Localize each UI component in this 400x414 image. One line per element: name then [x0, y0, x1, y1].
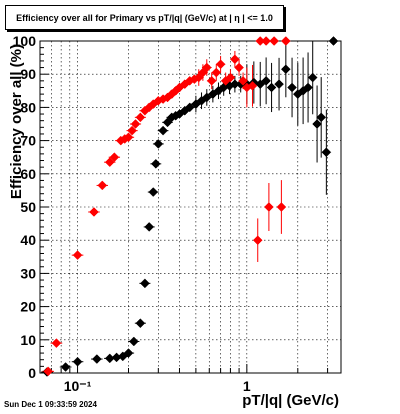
y-tick-label: 70 [20, 133, 36, 149]
data-point [89, 207, 99, 217]
data-point [211, 67, 222, 78]
data-point [303, 82, 313, 93]
y-tick-label: 40 [20, 232, 36, 248]
data-markers [42, 36, 339, 377]
y-tick-label: 10 [20, 332, 36, 348]
data-point [72, 250, 83, 260]
data-point [261, 36, 271, 46]
data-point [135, 318, 146, 329]
data-point [206, 75, 217, 86]
y-tick-label: 30 [20, 265, 36, 281]
y-axis-title: Efficiency over all (%) [8, 44, 25, 199]
data-point [123, 348, 134, 358]
data-point [158, 125, 168, 136]
data-point [225, 72, 236, 83]
data-point [127, 125, 137, 136]
grid [40, 40, 341, 374]
data-point [312, 119, 322, 129]
data-point [328, 36, 339, 46]
data-point [60, 362, 71, 372]
data-point [128, 336, 139, 347]
y-tick-label: 90 [20, 66, 36, 82]
data-point [201, 92, 212, 103]
data-point [274, 79, 284, 90]
data-point [276, 202, 287, 212]
data-point [148, 187, 159, 197]
data-point [150, 158, 161, 169]
x-axis-title: pT/|q| (GeV/c) [242, 392, 339, 409]
timestamp: Sun Dec 1 09:33:59 2024 [4, 400, 97, 409]
data-point [215, 59, 226, 70]
y-tick-label: 100 [13, 33, 37, 49]
data-point [144, 222, 155, 232]
data-point [184, 102, 195, 113]
data-point [140, 278, 150, 289]
y-tick-label: 20 [20, 299, 36, 315]
data-point [252, 235, 263, 246]
data-point [135, 112, 146, 123]
data-point [316, 112, 327, 123]
y-tick-label: 80 [20, 99, 36, 115]
data-point [201, 62, 212, 73]
y-tick-label: 60 [20, 166, 36, 182]
data-point [109, 152, 120, 163]
data-point [234, 62, 244, 73]
data-point [269, 36, 280, 46]
x-tick-label: 10⁻¹ [64, 378, 92, 394]
data-point [280, 36, 291, 46]
data-point [261, 75, 271, 86]
data-point [104, 157, 115, 168]
data-point [153, 139, 164, 149]
data-point [230, 54, 240, 65]
data-point [238, 75, 248, 86]
data-point [280, 64, 291, 75]
data-point [51, 338, 62, 348]
y-tick-label: 0 [28, 365, 36, 381]
axis-labels: 0 10 20 30 40 50 60 70 80 90 100 10⁻¹ 1pT/|q| (GeV/c… [8, 33, 339, 409]
data-point [321, 147, 332, 158]
data-point [72, 356, 83, 367]
data-point [97, 180, 108, 191]
x-tick-label: 1 [243, 378, 251, 394]
data-point [287, 82, 297, 93]
chart-title: Efficiency over all for Primary vs pT/|q… [5, 5, 284, 30]
data-point [123, 132, 134, 143]
data-point [307, 72, 318, 83]
data-point [130, 119, 141, 129]
data-point [266, 82, 277, 93]
data-point [247, 80, 258, 91]
y-tick-label: 50 [20, 199, 36, 215]
data-point [43, 366, 53, 377]
data-point [264, 202, 274, 212]
data-point [91, 354, 102, 364]
